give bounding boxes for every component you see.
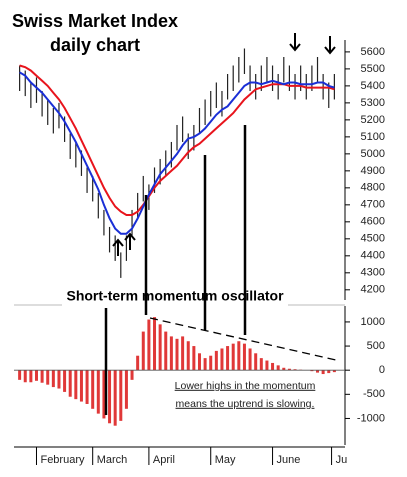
chart-title: Swiss Market Index xyxy=(12,11,178,31)
oscillator-bar xyxy=(181,336,185,371)
x-tick-label: June xyxy=(277,454,301,466)
oscillator-bar xyxy=(130,370,134,380)
oscillator-bar xyxy=(79,370,83,402)
y-tick-label: 5400 xyxy=(361,80,385,92)
chart-subtitle: daily chart xyxy=(50,35,140,55)
oscillator-bar xyxy=(169,336,173,371)
oscillator-bar xyxy=(282,367,286,371)
x-tick-label: April xyxy=(153,454,175,466)
oscillator-bar xyxy=(68,370,72,397)
oscillator-bar xyxy=(23,370,27,383)
oscillator-bar xyxy=(63,370,67,392)
panel-title: Short-term momentum oscillator xyxy=(66,288,284,304)
y-tick-label: 4700 xyxy=(361,199,385,211)
oscillator-bar xyxy=(203,358,207,371)
oscillator-bar xyxy=(85,370,89,404)
oscillator-bar xyxy=(102,370,106,419)
oscillator-bar xyxy=(153,317,157,371)
oscillator-bar xyxy=(214,350,218,371)
y-tick-label: 1000 xyxy=(361,316,385,328)
y-tick-label: 5200 xyxy=(361,114,385,126)
y-tick-label: 4200 xyxy=(361,284,385,296)
oscillator-bar xyxy=(220,348,224,371)
up-arrow xyxy=(124,232,136,250)
oscillator-bar xyxy=(316,370,320,373)
y-tick-label: 4300 xyxy=(361,267,385,279)
oscillator-bar xyxy=(209,355,213,371)
oscillator-bar xyxy=(96,370,100,414)
oscillator-bar xyxy=(74,370,78,400)
y-tick-label: 5600 xyxy=(361,46,385,58)
oscillator-bar xyxy=(332,370,336,373)
oscillator-bar xyxy=(136,355,140,371)
oscillator-bar xyxy=(254,353,258,371)
oscillator-bar xyxy=(237,341,241,371)
oscillator-bar xyxy=(40,370,44,383)
oscillator-bar xyxy=(192,346,196,371)
oscillator-bar xyxy=(113,370,117,426)
down-arrow xyxy=(324,36,336,55)
oscillator-bar xyxy=(175,338,179,371)
oscillator-bar xyxy=(197,353,201,371)
oscillator-bar xyxy=(259,358,263,371)
x-tick-label: May xyxy=(215,454,236,466)
oscillator-bar xyxy=(34,370,38,381)
oscillator-bar xyxy=(226,346,230,371)
oscillator-bar xyxy=(242,343,246,371)
oscillator-bar xyxy=(248,348,252,371)
oscillator-bar xyxy=(310,370,314,372)
moving-average xyxy=(19,71,335,235)
oscillator-bar xyxy=(141,331,145,371)
y-tick-label: 4600 xyxy=(361,216,385,228)
down-arrow xyxy=(289,33,301,52)
arrows xyxy=(112,33,336,256)
y-tick-label: 4500 xyxy=(361,233,385,245)
annotation-lines xyxy=(104,125,247,415)
oscillator-bar xyxy=(18,370,22,380)
oscillator-bar xyxy=(186,341,190,371)
plot: 4200430044004500460047004800490050005100… xyxy=(14,40,385,466)
oscillator-bar xyxy=(119,370,123,421)
annotation: Lower highs in the momentum xyxy=(175,380,316,392)
oscillator-bar xyxy=(46,370,50,385)
oscillator-bar xyxy=(51,370,55,388)
oscillator-bar xyxy=(29,370,33,383)
oscillator-bar xyxy=(124,370,128,409)
oscillator-bar xyxy=(91,370,95,409)
x-tick-label: March xyxy=(97,454,128,466)
y-tick-label: 5500 xyxy=(361,63,385,75)
oscillator-bar xyxy=(231,343,235,371)
trend-line xyxy=(149,317,337,361)
oscillator-bar xyxy=(147,319,151,371)
y-tick-label: 500 xyxy=(367,340,385,352)
oscillator-bar xyxy=(265,360,269,371)
y-tick-label: -1000 xyxy=(357,412,385,424)
annotation: means the uptrend is slowing. xyxy=(176,398,315,410)
oscillator-bar xyxy=(321,370,325,375)
oscillator-bar xyxy=(158,324,162,371)
y-tick-label: 5000 xyxy=(361,148,385,160)
oscillator-bar xyxy=(293,369,297,371)
oscillator-bar xyxy=(57,370,61,389)
y-tick-label: 5100 xyxy=(361,131,385,143)
x-tick-label: February xyxy=(40,454,85,466)
y-tick-label: 5300 xyxy=(361,97,385,109)
oscillator-bar xyxy=(276,365,280,371)
y-tick-label: 4400 xyxy=(361,250,385,262)
label-background xyxy=(62,287,288,307)
y-tick-label: 0 xyxy=(379,364,385,376)
oscillator-bar xyxy=(287,368,291,371)
x-tick-label: Ju xyxy=(336,454,348,466)
y-tick-label: 4800 xyxy=(361,182,385,194)
oscillator-bar xyxy=(108,370,112,424)
oscillator-bar xyxy=(164,331,168,371)
y-tick-label: 4900 xyxy=(361,165,385,177)
oscillator-bar xyxy=(271,362,275,371)
oscillator-bar xyxy=(327,370,331,374)
y-tick-label: -500 xyxy=(363,388,385,400)
up-arrow xyxy=(112,238,124,256)
